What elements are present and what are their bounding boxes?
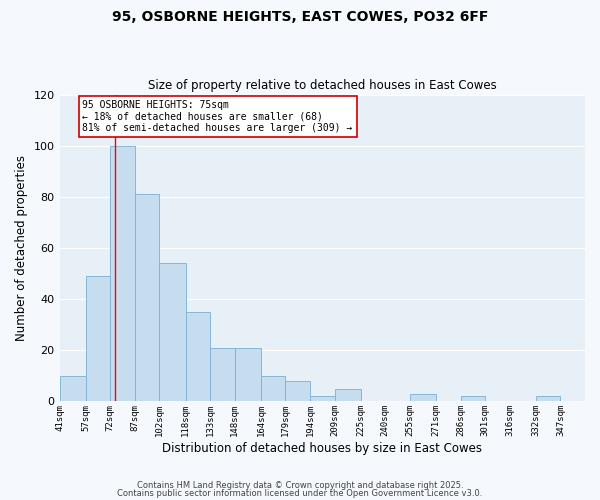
- Bar: [261, 376, 286, 402]
- X-axis label: Distribution of detached houses by size in East Cowes: Distribution of detached houses by size …: [162, 442, 482, 455]
- Bar: [110, 146, 135, 402]
- Bar: [410, 394, 436, 402]
- Text: Contains public sector information licensed under the Open Government Licence v3: Contains public sector information licen…: [118, 488, 482, 498]
- Bar: [286, 381, 310, 402]
- Bar: [335, 388, 361, 402]
- Bar: [235, 348, 261, 402]
- Bar: [310, 396, 335, 402]
- Bar: [86, 276, 110, 402]
- Y-axis label: Number of detached properties: Number of detached properties: [15, 155, 28, 341]
- Text: 95, OSBORNE HEIGHTS, EAST COWES, PO32 6FF: 95, OSBORNE HEIGHTS, EAST COWES, PO32 6F…: [112, 10, 488, 24]
- Bar: [59, 376, 86, 402]
- Text: 95 OSBORNE HEIGHTS: 75sqm
← 18% of detached houses are smaller (68)
81% of semi-: 95 OSBORNE HEIGHTS: 75sqm ← 18% of detac…: [82, 100, 353, 133]
- Bar: [135, 194, 160, 402]
- Title: Size of property relative to detached houses in East Cowes: Size of property relative to detached ho…: [148, 79, 497, 92]
- Bar: [185, 312, 210, 402]
- Bar: [536, 396, 560, 402]
- Bar: [160, 264, 185, 402]
- Text: Contains HM Land Registry data © Crown copyright and database right 2025.: Contains HM Land Registry data © Crown c…: [137, 481, 463, 490]
- Bar: [461, 396, 485, 402]
- Bar: [210, 348, 235, 402]
